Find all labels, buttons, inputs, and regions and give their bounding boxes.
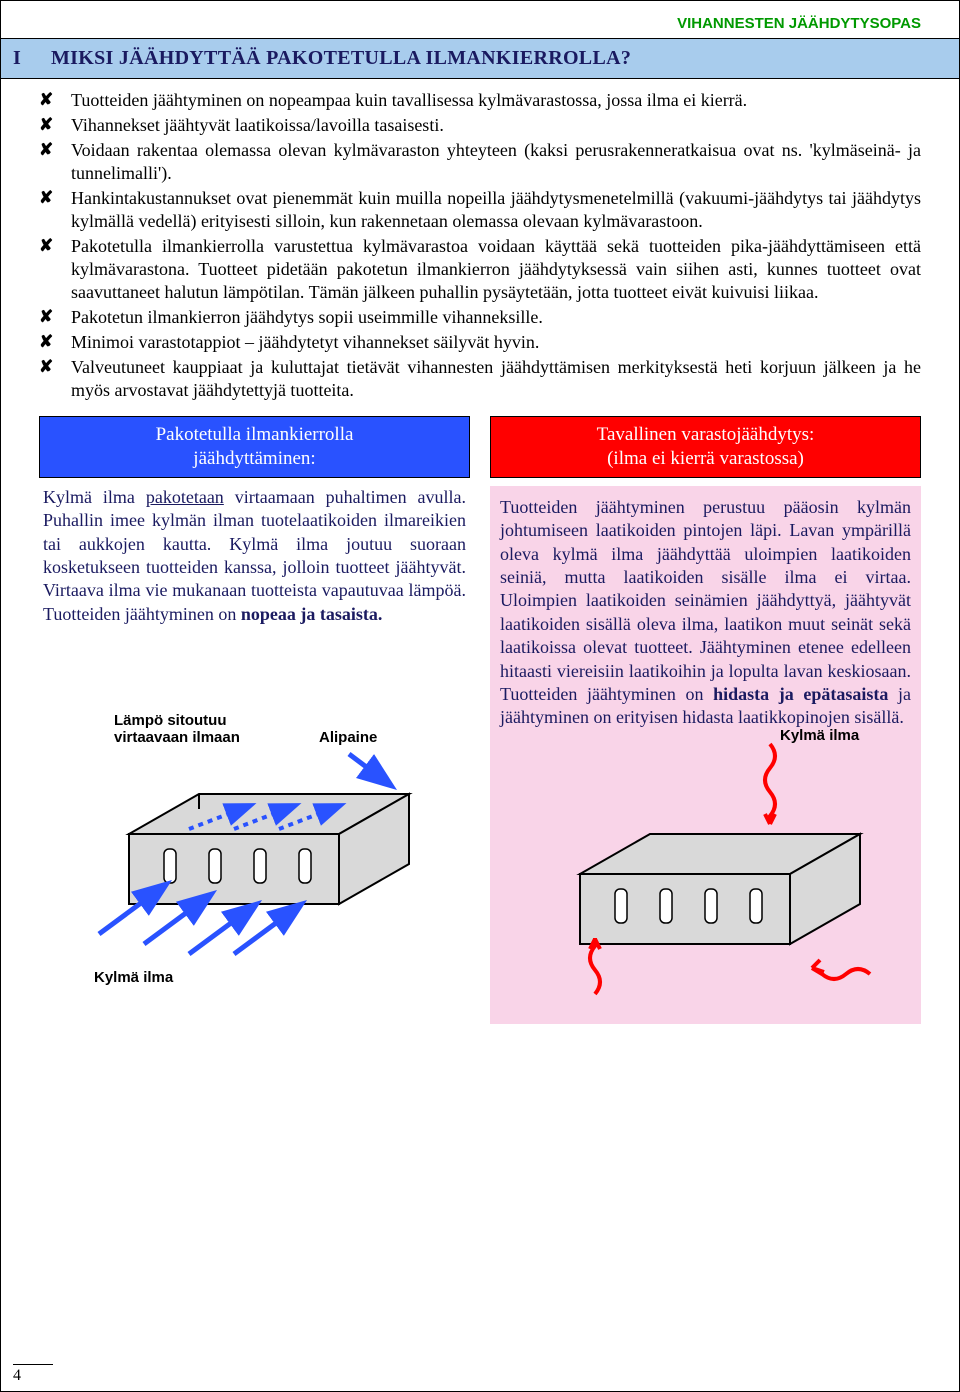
bullet-item: ✘ Hankintakustannukset ovat pienemmät kui… bbox=[39, 187, 921, 233]
bullet-text: Tuotteiden jäähtyminen on nopeampaa kuin… bbox=[71, 89, 921, 112]
x-icon: ✘ bbox=[39, 187, 57, 233]
box-diagram-forced-air bbox=[39, 634, 469, 994]
left-figure: Lämpö sitoutuu virtaavaan ilmaan Alipain… bbox=[39, 634, 470, 1014]
left-body: Kylmä ilma pakotetaan virtaamaan puhalti… bbox=[39, 486, 470, 634]
bullet-text: Voidaan rakentaa olemassa olevan kylmäva… bbox=[71, 139, 921, 185]
right-body-pre: Tuotteiden jäähtyminen perustuu pääosin … bbox=[500, 497, 911, 704]
red-header-line1: Tavallinen varastojäähdytys: bbox=[597, 424, 815, 445]
left-body-bold: nopeaa ja tasaista. bbox=[241, 604, 383, 624]
x-icon: ✘ bbox=[39, 306, 57, 329]
page-number: 4 bbox=[13, 1364, 53, 1385]
right-body: Tuotteiden jäähtyminen perustuu pääosin … bbox=[490, 486, 921, 1024]
bullet-item: ✘Pakotetulla ilmankierrolla varustettua … bbox=[39, 235, 921, 304]
header-green: VIHANNESTEN JÄÄHDYTYSOPAS bbox=[1, 1, 959, 38]
section-title-bar: I MIKSI JÄÄHDYTTÄÄ PAKOTETULLA ILMANKIER… bbox=[1, 38, 959, 79]
heat-label: Lämpö sitoutuu virtaavaan ilmaan bbox=[114, 712, 240, 746]
blue-header-line2: jäähdyttäminen: bbox=[193, 448, 315, 469]
two-column-compare: Pakotetulla ilmankierrolla jäähdyttämine… bbox=[1, 416, 959, 1023]
page: VIHANNESTEN JÄÄHDYTYSOPAS I MIKSI JÄÄHDY… bbox=[0, 0, 960, 1392]
right-body-bold1: hidasta ja epätasaista bbox=[713, 684, 888, 704]
box-diagram-static bbox=[500, 734, 920, 1014]
bullet-item: ✘ Minimoi varastotappiot – jäähdytetyt vi… bbox=[39, 331, 921, 354]
alipaine-label: Alipaine bbox=[319, 729, 377, 746]
bullet-text: Pakotetulla ilmankierrolla varustettua k… bbox=[71, 235, 921, 304]
x-icon: ✘ bbox=[39, 235, 57, 304]
bullet-text: Hankintakustannukset ovat pienemmät kuin… bbox=[71, 187, 921, 233]
right-figure: Kylmä ilma bbox=[500, 734, 911, 1014]
x-icon: ✘ bbox=[39, 331, 57, 354]
x-icon: ✘ bbox=[39, 114, 57, 137]
bullet-list: ✘ Tuotteiden jäähtyminen on nopeampaa kui… bbox=[1, 79, 959, 416]
bullet-item: ✘ Vihannekset jäähtyvät laatikoissa/lavoi… bbox=[39, 114, 921, 137]
heat-label-l1: Lämpö sitoutuu bbox=[114, 712, 227, 729]
cold-air-label-right: Kylmä ilma bbox=[780, 726, 859, 746]
column-forced-air: Pakotetulla ilmankierrolla jäähdyttämine… bbox=[39, 416, 480, 1023]
bullet-text: Valveutuneet kauppiaat ja kuluttajat tie… bbox=[71, 356, 921, 402]
cold-air-label-left: Kylmä ilma bbox=[94, 969, 173, 986]
x-icon: ✘ bbox=[39, 139, 57, 185]
bullet-text: Vihannekset jäähtyvät laatikoissa/lavoil… bbox=[71, 114, 921, 137]
bullet-item: ✘ Valveutuneet kauppiaat ja kuluttajat ti… bbox=[39, 356, 921, 402]
x-icon: ✘ bbox=[39, 356, 57, 402]
bullet-item: ✘ Voidaan rakentaa olemassa olevan kylmäv… bbox=[39, 139, 921, 185]
blue-header-line1: Pakotetulla ilmankierrolla bbox=[156, 424, 354, 445]
red-header: Tavallinen varastojäähdytys: (ilma ei ki… bbox=[490, 416, 921, 478]
bullet-text: Pakotetun ilmankierron jäähdytys sopii u… bbox=[71, 306, 921, 329]
bullet-item: ✘ Tuotteiden jäähtyminen on nopeampaa kui… bbox=[39, 89, 921, 112]
heat-label-l2: virtaavaan ilmaan bbox=[114, 729, 240, 746]
section-roman: I bbox=[13, 47, 35, 70]
bullet-item: ✘ Pakotetun ilmankierron jäähdytys sopii … bbox=[39, 306, 921, 329]
bullet-text: Minimoi varastotappiot – jäähdytetyt vih… bbox=[71, 331, 921, 354]
x-icon: ✘ bbox=[39, 89, 57, 112]
left-body-underline: pakotetaan bbox=[146, 487, 224, 507]
column-static-storage: Tavallinen varastojäähdytys: (ilma ei ki… bbox=[480, 416, 921, 1023]
red-header-line2: (ilma ei kierrä varastossa) bbox=[607, 448, 804, 469]
blue-header: Pakotetulla ilmankierrolla jäähdyttämine… bbox=[39, 416, 470, 478]
section-title-text: MIKSI JÄÄHDYTTÄÄ PAKOTETULLA ILMANKIERRO… bbox=[51, 47, 631, 70]
left-body-pre: Kylmä ilma bbox=[43, 487, 146, 507]
